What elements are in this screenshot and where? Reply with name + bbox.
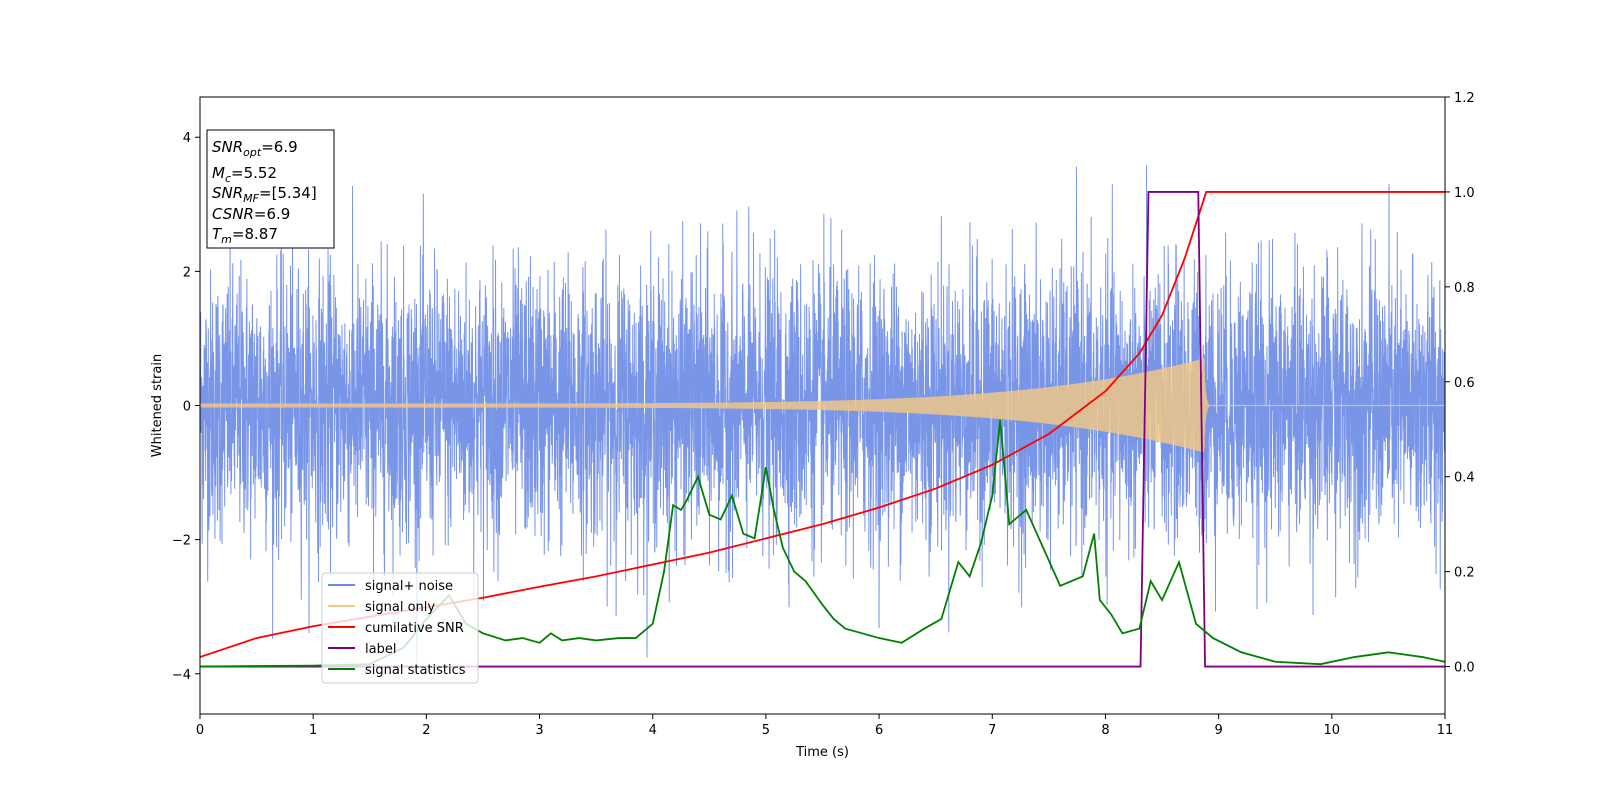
y-right-tick-label: 0.4: [1454, 471, 1475, 486]
y-left-tick-label: −2: [172, 534, 191, 549]
y-left-tick-label: 2: [183, 265, 191, 280]
info-box: SNRopt=6.9 Mc=5.52 SNRMF=[5.34] CSNR=6.9…: [206, 129, 335, 249]
info-snr-opt: SNRopt=6.9: [212, 138, 298, 159]
legend-label-signal-only: signal only: [365, 600, 435, 615]
x-tick-label: 2: [422, 723, 430, 738]
y-axis-label: Whitened strain: [150, 354, 165, 457]
legend-item-signal-noise: signal+ noise: [328, 579, 453, 594]
y-left-tick-label: 0: [183, 400, 191, 415]
info-box-frame: [206, 129, 335, 249]
series-label: [200, 191, 1445, 668]
legend-label-signal-noise: signal+ noise: [365, 579, 453, 594]
x-tick-label: 9: [1214, 723, 1222, 738]
y-right-tick-label: 1.2: [1454, 91, 1475, 106]
legend-item-cumulative-snr: cumilative SNR: [328, 621, 464, 636]
y-right-tick-label: 0.0: [1454, 661, 1475, 676]
x-tick-label: 3: [535, 723, 543, 738]
y-right-tick-label: 0.6: [1454, 376, 1475, 391]
legend-label-signal-statistics: signal statistics: [365, 663, 466, 678]
legend-item-signal-only: signal only: [328, 600, 435, 615]
series-signal-statistics: [200, 419, 1445, 668]
series-signal-noise: [200, 165, 1445, 676]
y-left-tick-label: 4: [183, 131, 191, 146]
x-tick-label: 11: [1437, 723, 1454, 738]
legend-label-cumulative-snr: cumilative SNR: [365, 621, 464, 636]
series-signal-only: [200, 358, 1445, 453]
y-axis-left: −4 −2 0 2 4: [172, 131, 200, 683]
legend-item-label: label: [328, 642, 396, 657]
y-right-tick-label: 0.8: [1454, 281, 1475, 296]
legend-item-signal-statistics: signal statistics: [328, 663, 466, 678]
x-axis-label: Time (s): [795, 745, 849, 760]
y-right-tick-label: 0.2: [1454, 566, 1475, 581]
info-mc: Mc=5.52: [212, 164, 277, 185]
x-axis: 0 1 2 3 4 5 6 7 8 9 10 11: [196, 714, 1453, 738]
legend-frame: [321, 572, 479, 684]
info-snr-mf: SNRMF=[5.34]: [212, 184, 317, 205]
x-tick-label: 6: [875, 723, 883, 738]
y-right-tick-label: 1.0: [1454, 186, 1475, 201]
legend: signal+ noise signal only cumilative SNR…: [321, 572, 479, 684]
x-tick-label: 1: [309, 723, 317, 738]
y-left-tick-label: −4: [172, 668, 191, 683]
x-tick-label: 8: [1101, 723, 1109, 738]
legend-label-label: label: [365, 642, 396, 657]
x-tick-label: 0: [196, 723, 204, 738]
x-tick-label: 4: [649, 723, 657, 738]
x-tick-label: 7: [988, 723, 996, 738]
x-tick-label: 10: [1324, 723, 1341, 738]
info-csnr: CSNR=6.9: [212, 205, 290, 223]
x-tick-label: 5: [762, 723, 770, 738]
y-axis-right: 0.0 0.2 0.4 0.6 0.8 1.0 1.2: [1445, 91, 1475, 676]
info-tm: Tm=8.87: [212, 225, 278, 246]
